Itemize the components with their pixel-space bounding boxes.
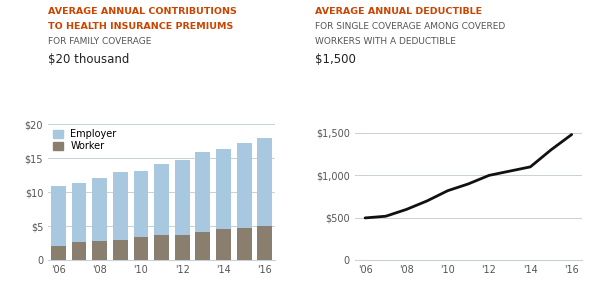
Bar <box>257 138 272 226</box>
Text: WORKERS WITH A DEDUCTIBLE: WORKERS WITH A DEDUCTIBLE <box>315 37 456 46</box>
Bar <box>154 164 169 235</box>
Bar <box>216 149 231 229</box>
Text: FOR SINGLE COVERAGE AMONG COVERED: FOR SINGLE COVERAGE AMONG COVERED <box>315 22 505 31</box>
Bar <box>154 235 169 260</box>
Bar <box>113 240 128 260</box>
Bar <box>216 229 231 260</box>
Bar <box>113 172 128 240</box>
Bar <box>196 152 211 232</box>
Bar <box>134 237 148 260</box>
Bar <box>237 143 251 229</box>
Bar <box>257 226 272 260</box>
Text: AVERAGE ANNUAL CONTRIBUTIONS: AVERAGE ANNUAL CONTRIBUTIONS <box>48 7 237 16</box>
Bar <box>92 178 107 242</box>
Text: AVERAGE ANNUAL DEDUCTIBLE: AVERAGE ANNUAL DEDUCTIBLE <box>315 7 482 16</box>
Bar <box>196 232 211 260</box>
Bar <box>71 242 86 260</box>
Text: $20 thousand: $20 thousand <box>48 53 130 66</box>
Text: TO HEALTH INSURANCE PREMIUMS: TO HEALTH INSURANCE PREMIUMS <box>48 22 233 31</box>
Bar <box>175 160 190 235</box>
Bar <box>71 183 86 242</box>
Bar <box>175 235 190 260</box>
Text: FOR FAMILY COVERAGE: FOR FAMILY COVERAGE <box>48 37 151 46</box>
Text: $1,500: $1,500 <box>315 53 356 66</box>
Bar <box>51 186 66 246</box>
Bar <box>134 171 148 237</box>
Bar <box>51 246 66 260</box>
Legend: Employer, Worker: Employer, Worker <box>51 127 119 153</box>
Bar <box>92 242 107 260</box>
Bar <box>237 229 251 260</box>
